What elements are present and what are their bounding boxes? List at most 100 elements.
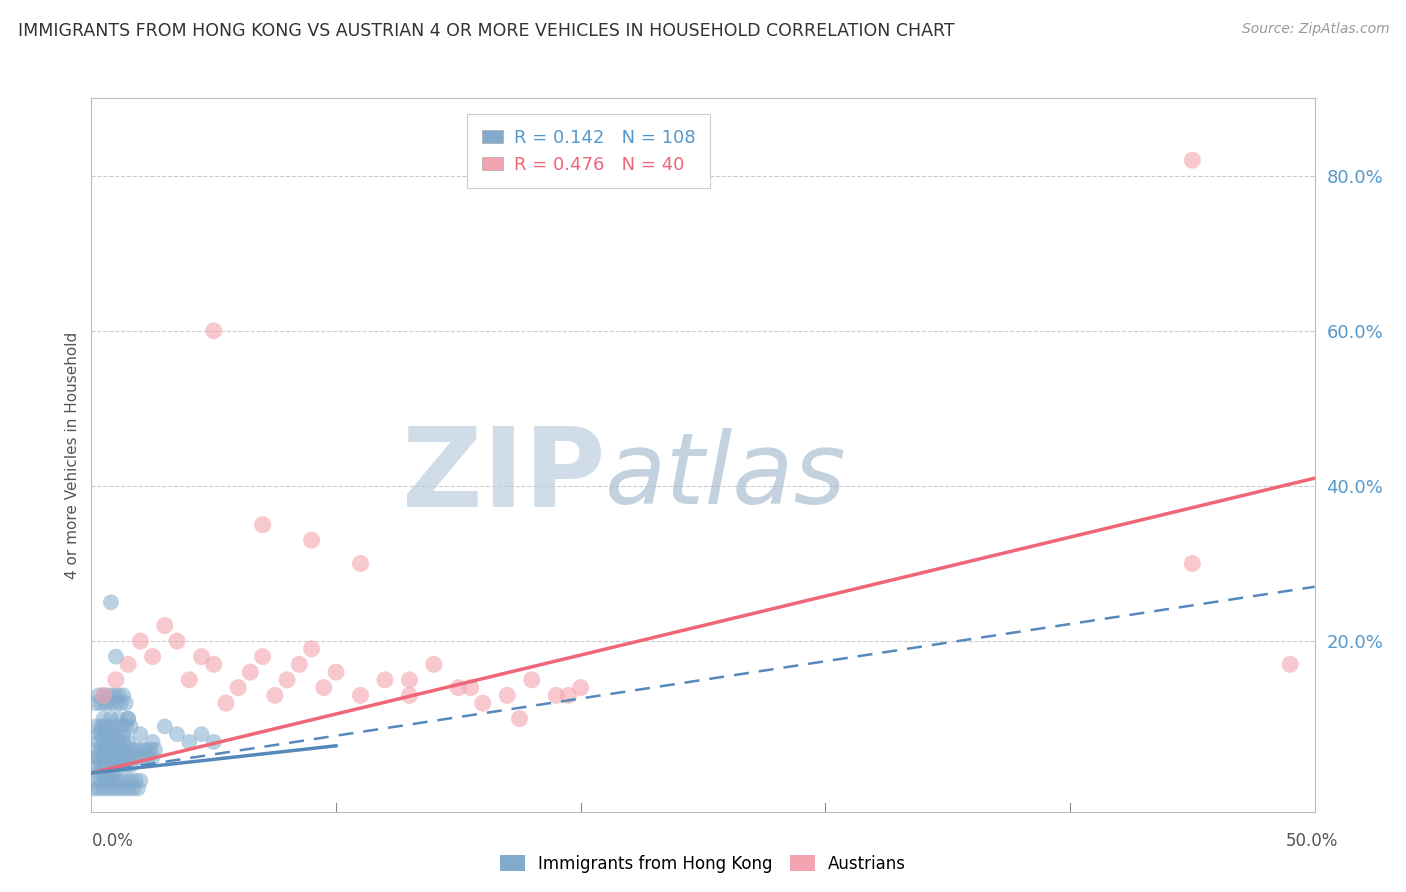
Point (87, 781, 110, 796)
Point (112, 750, 135, 764)
Point (139, 742, 162, 756)
Point (447, 681, 470, 695)
Point (107, 750, 129, 764)
Point (93, 689, 115, 703)
Point (374, 673, 396, 687)
Point (94, 727, 117, 741)
Point (100, 727, 122, 741)
Point (87, 727, 110, 741)
Point (107, 735, 129, 749)
Point (110, 696, 132, 710)
Point (97, 766, 120, 780)
Point (104, 727, 127, 741)
Point (153, 719, 176, 733)
Point (124, 773, 146, 788)
Point (112, 735, 135, 749)
Point (349, 689, 371, 703)
Point (103, 750, 125, 764)
Point (117, 712, 139, 726)
Point (90, 773, 112, 788)
Point (129, 742, 152, 756)
Point (103, 781, 125, 796)
Point (100, 773, 122, 788)
Point (114, 758, 136, 772)
Point (104, 773, 127, 788)
Point (179, 735, 201, 749)
Point (107, 689, 129, 703)
Point (94, 742, 117, 756)
Point (110, 719, 132, 733)
Text: Source: ZipAtlas.com: Source: ZipAtlas.com (1241, 22, 1389, 37)
Point (103, 689, 125, 703)
Point (166, 727, 188, 741)
Y-axis label: 4 or more Vehicles in Household: 4 or more Vehicles in Household (65, 331, 80, 579)
Point (141, 750, 163, 764)
Point (112, 727, 135, 741)
Point (120, 773, 142, 788)
Point (83, 758, 105, 772)
Point (100, 758, 122, 772)
Point (104, 719, 127, 733)
Point (349, 557, 371, 571)
Point (110, 758, 132, 772)
Point (84, 773, 107, 788)
Text: IMMIGRANTS FROM HONG KONG VS AUSTRIAN 4 OR MORE VEHICLES IN HOUSEHOLD CORRELATIO: IMMIGRANTS FROM HONG KONG VS AUSTRIAN 4 … (18, 22, 955, 40)
Point (104, 742, 127, 756)
Point (288, 657, 311, 672)
Point (509, 712, 531, 726)
Point (114, 719, 136, 733)
Point (398, 673, 420, 687)
Point (90, 719, 112, 733)
Point (460, 681, 482, 695)
Point (301, 533, 323, 548)
Point (94, 696, 117, 710)
Point (252, 517, 274, 532)
Point (84, 750, 107, 764)
Point (93, 719, 115, 733)
Point (179, 673, 201, 687)
Point (129, 727, 152, 741)
Point (110, 773, 132, 788)
Point (97, 750, 120, 764)
Point (84, 696, 107, 710)
Point (87, 750, 110, 764)
Point (97, 735, 120, 749)
Text: 0.0%: 0.0% (91, 831, 134, 849)
Point (87, 735, 110, 749)
Point (141, 735, 163, 749)
Point (97, 689, 120, 703)
Point (93, 766, 115, 780)
Point (94, 773, 117, 788)
Point (252, 649, 274, 664)
Point (325, 665, 347, 679)
Point (104, 673, 127, 687)
Point (110, 742, 132, 756)
Point (166, 634, 188, 648)
Point (107, 712, 129, 726)
Point (132, 750, 155, 764)
Point (103, 727, 125, 741)
Point (103, 766, 125, 780)
Point (1181, 557, 1204, 571)
Text: 50.0%: 50.0% (1286, 831, 1339, 849)
Point (87, 689, 110, 703)
Point (90, 758, 112, 772)
Point (239, 665, 262, 679)
Point (93, 735, 115, 749)
Point (569, 681, 592, 695)
Point (117, 657, 139, 672)
Point (100, 742, 122, 756)
Point (93, 781, 115, 796)
Point (202, 324, 225, 338)
Point (100, 595, 122, 609)
Point (114, 773, 136, 788)
Point (84, 719, 107, 733)
Point (104, 649, 127, 664)
Point (520, 673, 543, 687)
Point (100, 712, 122, 726)
Point (129, 634, 152, 648)
Point (122, 750, 145, 764)
Point (97, 719, 120, 733)
Text: atlas: atlas (605, 428, 846, 524)
Point (143, 742, 166, 756)
